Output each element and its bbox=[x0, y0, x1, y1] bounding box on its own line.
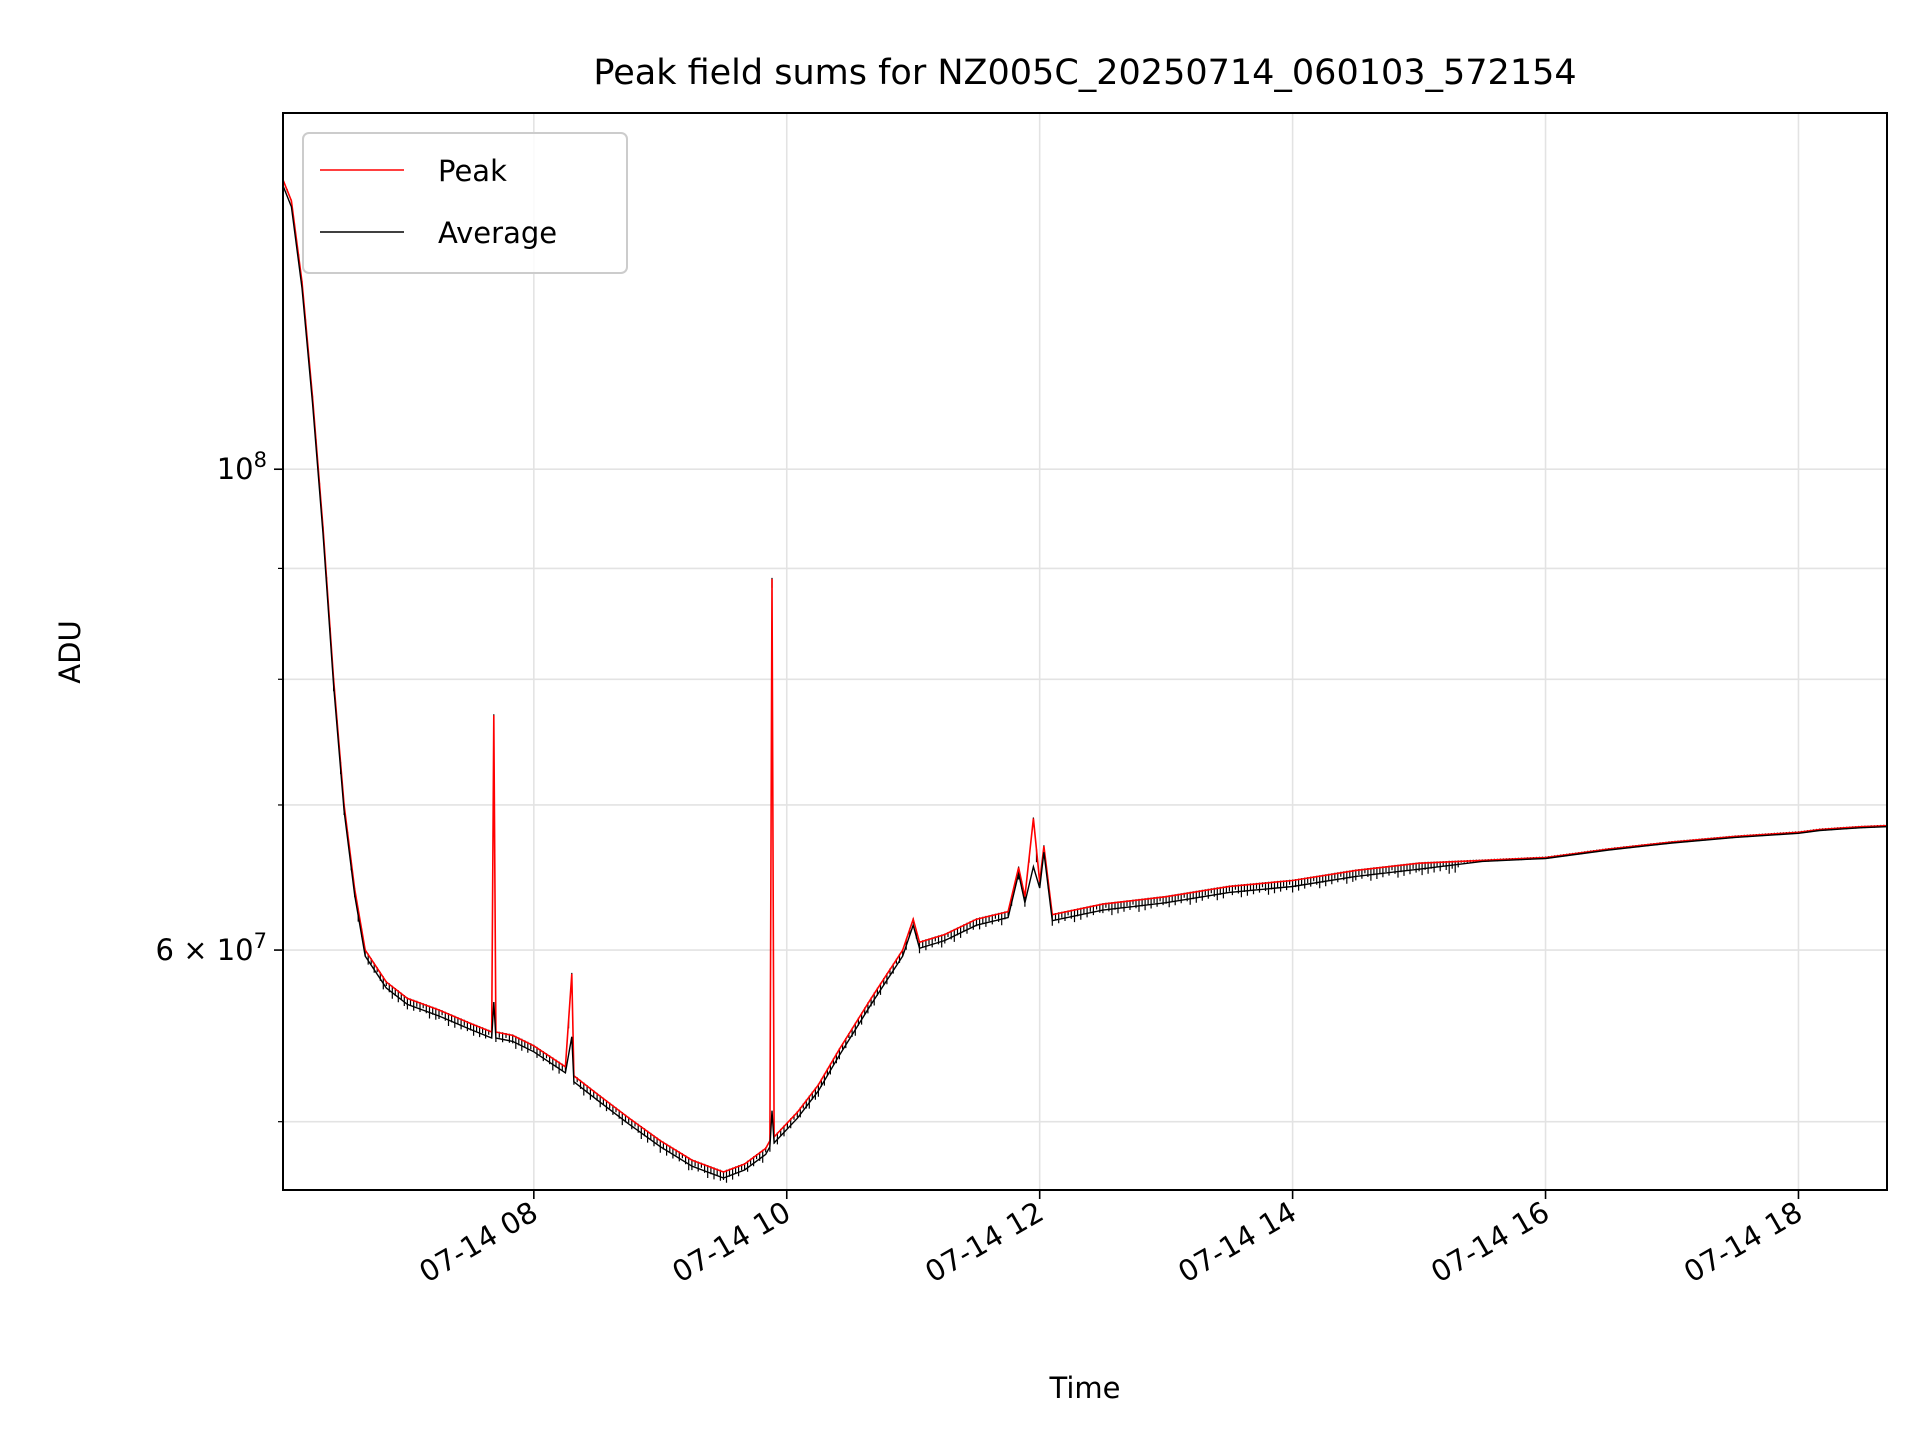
plot-frame bbox=[282, 112, 1888, 1191]
legend-peak-label: Peak bbox=[438, 154, 507, 188]
x-tick-label: 07-14 18 bbox=[1678, 1195, 1808, 1290]
x-axis-ticks: 07-14 08 07-14 10 07-14 12 07-14 14 07-14 16… bbox=[413, 1190, 1808, 1289]
x-tick-label: 07-14 08 bbox=[413, 1195, 543, 1290]
average-noise-band bbox=[283, 178, 1887, 1183]
legend: Peak Average bbox=[302, 132, 628, 274]
legend-box bbox=[302, 132, 628, 274]
average-series-line bbox=[283, 185, 1887, 1179]
legend-average-label: Average bbox=[438, 216, 557, 250]
x-tick-label: 07-14 16 bbox=[1425, 1195, 1555, 1290]
y-tick-label: 108 bbox=[217, 448, 267, 486]
x-tick-label: 07-14 14 bbox=[1172, 1195, 1302, 1290]
x-tick-label: 07-14 10 bbox=[666, 1195, 796, 1290]
chart-title: Peak field sums for NZ005C_20250714_0601… bbox=[593, 53, 1576, 93]
y-axis-ticks: 108 6 × 107 bbox=[156, 448, 283, 1123]
series-layer bbox=[283, 178, 1887, 1183]
grid-lines bbox=[283, 113, 1887, 1190]
y-axis-label: ADU bbox=[53, 620, 87, 683]
x-tick-label: 07-14 12 bbox=[919, 1195, 1049, 1290]
y-tick-label: 6 × 107 bbox=[156, 929, 267, 967]
x-axis-label: Time bbox=[1049, 1371, 1121, 1405]
peak-series-line bbox=[283, 179, 1887, 1173]
